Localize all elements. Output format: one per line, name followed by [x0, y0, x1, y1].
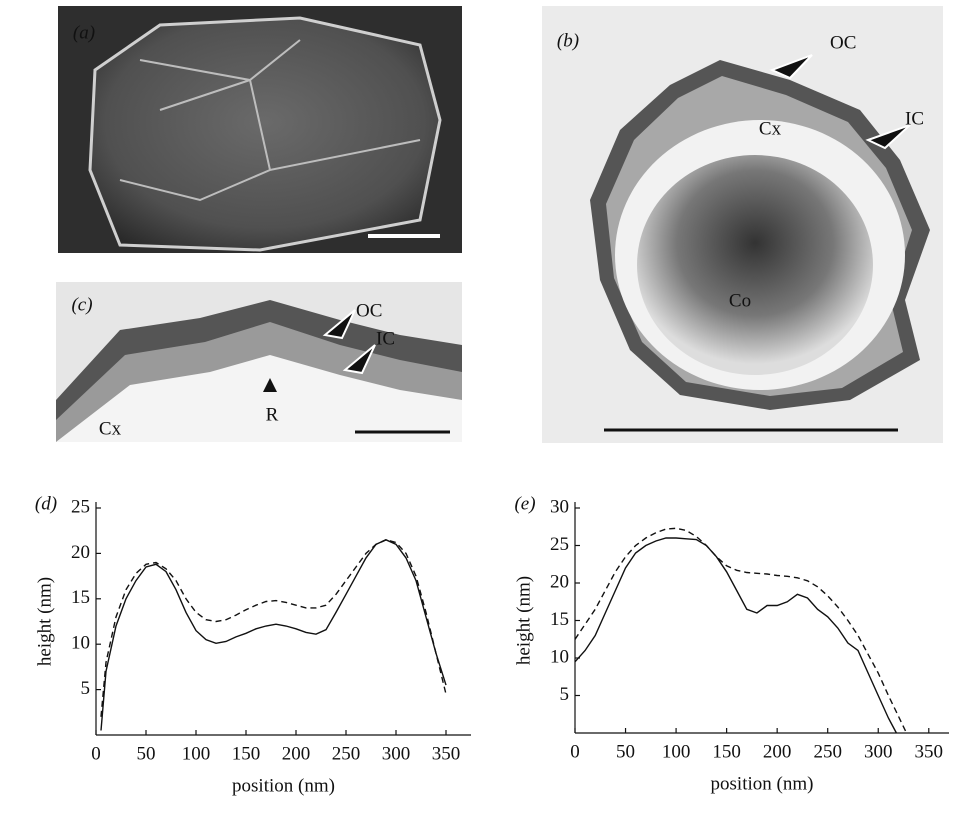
x-tick-label: 0	[570, 741, 580, 762]
annotation: IC	[376, 328, 395, 349]
arrow	[322, 309, 356, 340]
annotation: Cx	[759, 118, 782, 139]
annotation: OC	[356, 300, 382, 321]
panel-a: (a)	[58, 6, 462, 253]
annotation: Co	[729, 290, 751, 311]
x-tick-label: 300	[382, 743, 411, 764]
arrow	[769, 54, 813, 80]
y-tick-label: 25	[550, 534, 569, 555]
x-axis-label: position (nm)	[232, 775, 335, 796]
panel-label: (d)	[35, 493, 57, 514]
y-tick-label: 20	[71, 542, 90, 563]
panel-c: (c) OC IC R Cx	[56, 282, 462, 442]
x-tick-label: 350	[915, 741, 944, 762]
annotation: OC	[830, 32, 856, 53]
arrow	[342, 344, 376, 375]
x-tick-label: 200	[282, 743, 311, 764]
x-axis-label: position (nm)	[711, 773, 814, 794]
y-tick-label: 25	[71, 496, 90, 517]
y-tick-label: 10	[71, 633, 90, 654]
x-tick-label: 100	[182, 743, 211, 764]
x-tick-label: 50	[616, 741, 635, 762]
annotation: Cx	[99, 418, 122, 439]
data-line	[574, 527, 908, 734]
x-tick-label: 250	[332, 743, 361, 764]
ridges	[119, 39, 421, 202]
panel-label: (b)	[557, 30, 579, 51]
x-tick-label: 350	[432, 743, 461, 764]
y-tick-label: 20	[550, 571, 569, 592]
y-tick-label: 5	[81, 678, 91, 699]
y-tick-label: 10	[550, 646, 569, 667]
x-tick-label: 150	[232, 743, 261, 764]
x-tick-label: 50	[137, 743, 156, 764]
x-tick-label: 100	[662, 741, 691, 762]
data-line	[100, 539, 447, 731]
y-tick-label: 15	[71, 587, 90, 608]
panel-label: (a)	[73, 22, 95, 43]
panel-label: (c)	[71, 294, 92, 315]
core	[637, 155, 873, 375]
y-axis-label: height (nm)	[513, 576, 534, 665]
y-axis-label: height (nm)	[34, 577, 55, 666]
x-tick-label: 200	[763, 741, 792, 762]
cortex	[56, 355, 462, 442]
panel-label: (e)	[514, 493, 535, 514]
y-tick-label: 5	[560, 684, 570, 705]
spore	[88, 16, 442, 252]
data-line	[100, 539, 447, 717]
data-line	[574, 537, 898, 734]
x-tick-label: 250	[813, 741, 842, 762]
annotation: IC	[905, 108, 924, 129]
arrow	[263, 378, 277, 392]
x-tick-label: 300	[864, 741, 893, 762]
x-tick-label: 150	[712, 741, 741, 762]
x-tick-label: 0	[91, 743, 101, 764]
y-tick-label: 30	[550, 496, 569, 517]
panel-b: (b) OC IC Cx Co	[542, 6, 943, 443]
y-tick-label: 15	[550, 609, 569, 630]
annotation: R	[266, 404, 279, 425]
arrow	[865, 124, 911, 150]
